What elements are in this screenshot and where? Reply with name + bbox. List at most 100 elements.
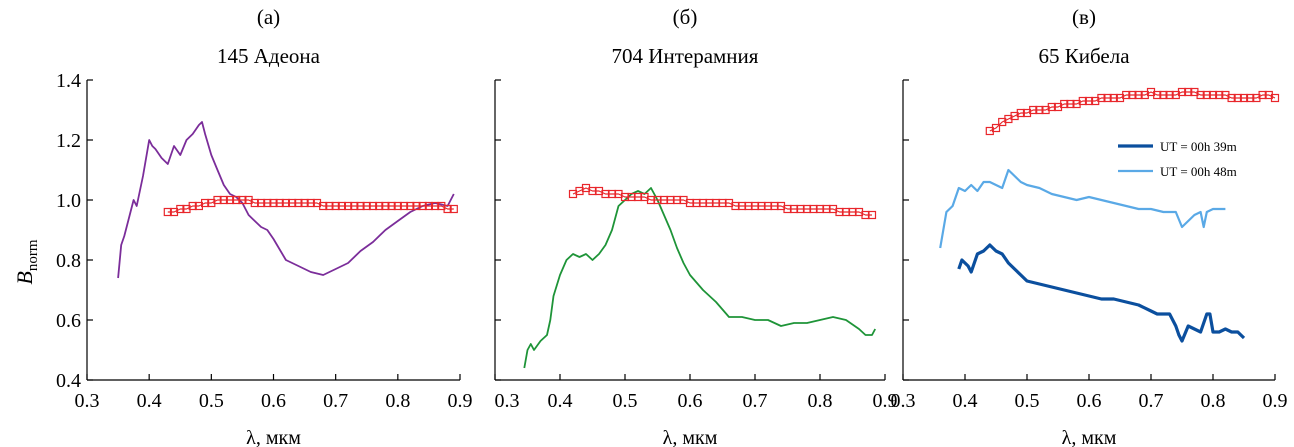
data-point xyxy=(344,201,353,211)
data-point xyxy=(381,201,390,211)
y-tick-label: 0.6 xyxy=(56,310,81,332)
data-point xyxy=(201,198,210,208)
data-point xyxy=(269,198,278,208)
x-tick-label: 0.9 xyxy=(448,390,473,412)
series-2 xyxy=(568,183,877,220)
data-point xyxy=(1122,90,1131,100)
data-point xyxy=(406,201,415,211)
data-point xyxy=(331,201,340,211)
data-point xyxy=(238,195,247,205)
data-point xyxy=(275,198,284,208)
data-point xyxy=(1215,90,1224,100)
panel-tag: (в) xyxy=(1072,5,1096,29)
y-tick-label: 1.0 xyxy=(56,190,81,212)
data-point xyxy=(1078,96,1087,106)
data-point xyxy=(1239,93,1249,103)
y-axis-label: Bnorm xyxy=(12,239,41,284)
series-1 xyxy=(523,187,876,369)
data-point xyxy=(1047,102,1056,112)
data-point xyxy=(225,195,235,205)
svg-text:Bnorm: Bnorm xyxy=(12,239,41,284)
data-point xyxy=(1066,99,1075,109)
data-point xyxy=(188,201,197,211)
data-point xyxy=(424,201,433,211)
y-axis-label-sub: norm xyxy=(25,239,41,271)
x-tick-label: 0.7 xyxy=(323,390,348,412)
data-point xyxy=(213,195,222,205)
data-point xyxy=(431,201,440,211)
data-point xyxy=(1029,105,1038,115)
y-tick-label: 0.4 xyxy=(56,370,81,392)
data-point xyxy=(257,198,266,208)
data-point xyxy=(375,201,384,211)
data-point xyxy=(263,198,272,208)
x-tick-label: 0.4 xyxy=(137,390,162,412)
x-tick-label: 0.5 xyxy=(1015,390,1040,412)
x-tick-label: 0.7 xyxy=(1139,390,1164,412)
data-point xyxy=(991,123,1001,133)
data-point xyxy=(1128,90,1137,100)
data-point xyxy=(325,201,334,211)
series-line xyxy=(957,243,1246,343)
data-point xyxy=(1227,93,1236,103)
data-point xyxy=(1184,87,1193,97)
data-point xyxy=(1109,93,1118,103)
x-axis-label: λ, мкм xyxy=(663,427,718,447)
data-point xyxy=(350,201,359,211)
x-tick-label: 0.5 xyxy=(199,390,224,412)
series-3 xyxy=(957,243,1246,343)
series-line xyxy=(167,199,454,213)
data-point xyxy=(362,201,371,211)
data-point xyxy=(1196,90,1205,100)
data-point xyxy=(387,201,396,211)
data-point xyxy=(1035,105,1044,115)
series-1 xyxy=(985,87,1280,136)
data-point xyxy=(1084,96,1094,106)
data-point xyxy=(449,204,458,214)
data-point xyxy=(250,198,259,208)
data-point xyxy=(1165,90,1174,100)
data-point xyxy=(1103,93,1112,103)
panel-title: 145 Адеона xyxy=(217,44,321,68)
data-point xyxy=(1153,90,1162,100)
data-point xyxy=(356,201,365,211)
x-tick-label: 0.9 xyxy=(1263,390,1288,412)
data-point xyxy=(399,201,409,211)
data-point xyxy=(1134,90,1143,100)
data-point xyxy=(294,198,303,208)
series-line xyxy=(572,187,872,216)
data-point xyxy=(306,198,315,208)
x-tick-label: 0.3 xyxy=(891,390,916,412)
x-tick-label: 0.8 xyxy=(808,390,833,412)
x-tick-label: 0.3 xyxy=(75,390,100,412)
data-point xyxy=(232,195,241,205)
panel-tag: (б) xyxy=(673,5,698,29)
data-point xyxy=(867,210,877,220)
series-2 xyxy=(939,168,1226,249)
data-point xyxy=(219,195,228,205)
panel-title: 704 Интерамния xyxy=(612,44,759,68)
x-axis-label: λ, мкм xyxy=(246,427,301,447)
series-line xyxy=(939,168,1226,249)
x-tick-label: 0.3 xyxy=(495,390,520,412)
data-point xyxy=(300,198,309,208)
x-tick-label: 0.6 xyxy=(678,390,703,412)
data-point xyxy=(412,201,421,211)
data-point xyxy=(1258,90,1267,100)
data-point xyxy=(337,201,346,211)
series-line xyxy=(989,91,1276,132)
data-point xyxy=(1060,99,1069,109)
y-tick-label: 1.2 xyxy=(56,130,81,152)
data-point xyxy=(368,201,378,211)
data-point xyxy=(1233,93,1242,103)
data-point xyxy=(1270,93,1280,103)
panel-3: 0.3 0.4 0.5 0.6 0.7 0.8 0.9 (в) 65 Кибела λ, мкм xyxy=(891,5,1288,447)
panel-1: 0.40.60.81.01.21.40.3 0.4 0.5 0.6 0.7 0.8 0.9(… xyxy=(56,5,473,447)
x-tick-label: 0.4 xyxy=(548,390,573,412)
data-point xyxy=(1202,90,1211,100)
data-point xyxy=(1208,90,1218,100)
data-point xyxy=(288,198,297,208)
x-tick-label: 0.7 xyxy=(743,390,768,412)
x-axis-label: λ, мкм xyxy=(1062,427,1117,447)
